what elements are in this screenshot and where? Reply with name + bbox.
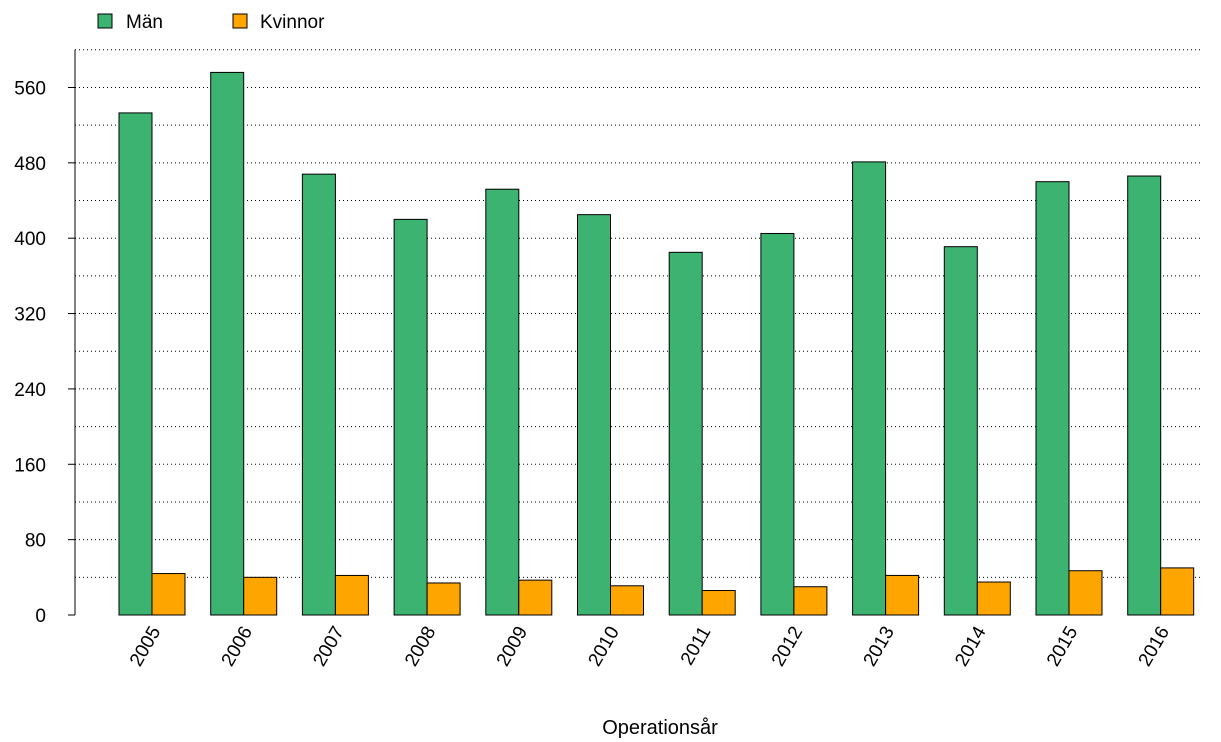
x-tick-label: 2005 xyxy=(126,623,165,670)
y-tick-label: 240 xyxy=(14,380,46,401)
bar-kvinnor-2016 xyxy=(1160,567,1195,616)
bar-kvinnor-2011 xyxy=(701,590,736,616)
y-tick-label: 560 xyxy=(14,78,46,99)
bar-man-2009 xyxy=(485,188,520,616)
bars xyxy=(118,71,1195,616)
x-tick-label: 2015 xyxy=(1043,623,1082,670)
bar-man-2014 xyxy=(943,246,978,616)
y-tick-label: 0 xyxy=(35,606,46,627)
x-tick-label: 2014 xyxy=(951,623,991,670)
bar-kvinnor-2008 xyxy=(426,582,461,616)
bar-kvinnor-2015 xyxy=(1068,570,1103,616)
x-tick-label: 2008 xyxy=(401,623,440,670)
y-tick-label: 160 xyxy=(14,455,46,476)
x-axis-tick-labels: 2005 2006 2007 2008 2009 2010 2011 2012 2013 2014… xyxy=(126,623,1174,670)
bar-kvinnor-2007 xyxy=(334,574,369,616)
bar-kvinnor-2005 xyxy=(151,573,186,616)
bar-kvinnor-2006 xyxy=(243,576,278,616)
x-axis-title: Operationsår xyxy=(602,717,718,739)
x-tick-label: 2009 xyxy=(493,623,532,670)
y-axis: 0 80 160 240 320 400 480 560 xyxy=(14,49,76,627)
x-tick-label: 2006 xyxy=(218,623,257,670)
bar-man-2013 xyxy=(852,161,887,616)
bar-man-2006 xyxy=(210,71,245,616)
legend: Män Kvinnor xyxy=(97,12,325,33)
bar-man-2007 xyxy=(301,173,336,616)
x-tick-label: 2007 xyxy=(309,623,348,670)
legend-swatch xyxy=(97,13,113,29)
bar-kvinnor-2010 xyxy=(610,585,644,616)
bar-man-2005 xyxy=(118,112,153,616)
grid-lines xyxy=(75,49,1203,578)
bar-kvinnor-2014 xyxy=(976,581,1011,616)
legend-label: Män xyxy=(126,12,163,33)
bar-kvinnor-2012 xyxy=(793,586,828,616)
x-tick-label: 2010 xyxy=(585,623,624,670)
bar-man-2010 xyxy=(577,214,611,616)
bar-kvinnor-2009 xyxy=(518,579,553,616)
x-tick-label: 2016 xyxy=(1135,623,1174,670)
bar-man-2016 xyxy=(1127,175,1162,616)
x-tick-label: 2013 xyxy=(860,623,899,670)
bar-kvinnor-2013 xyxy=(885,574,920,616)
x-tick-label: 2012 xyxy=(768,623,807,670)
bar-man-2015 xyxy=(1035,181,1070,616)
y-tick-label: 320 xyxy=(14,305,46,326)
y-tick-label: 80 xyxy=(25,531,46,552)
x-tick-label: 2011 xyxy=(677,623,716,669)
y-tick-label: 400 xyxy=(14,229,46,250)
bar-man-2011 xyxy=(668,251,703,616)
legend-swatch xyxy=(232,13,248,29)
y-tick-label: 480 xyxy=(14,154,46,175)
bar-man-2008 xyxy=(393,218,428,616)
legend-label: Kvinnor xyxy=(260,12,325,33)
bar-man-2012 xyxy=(760,232,795,616)
